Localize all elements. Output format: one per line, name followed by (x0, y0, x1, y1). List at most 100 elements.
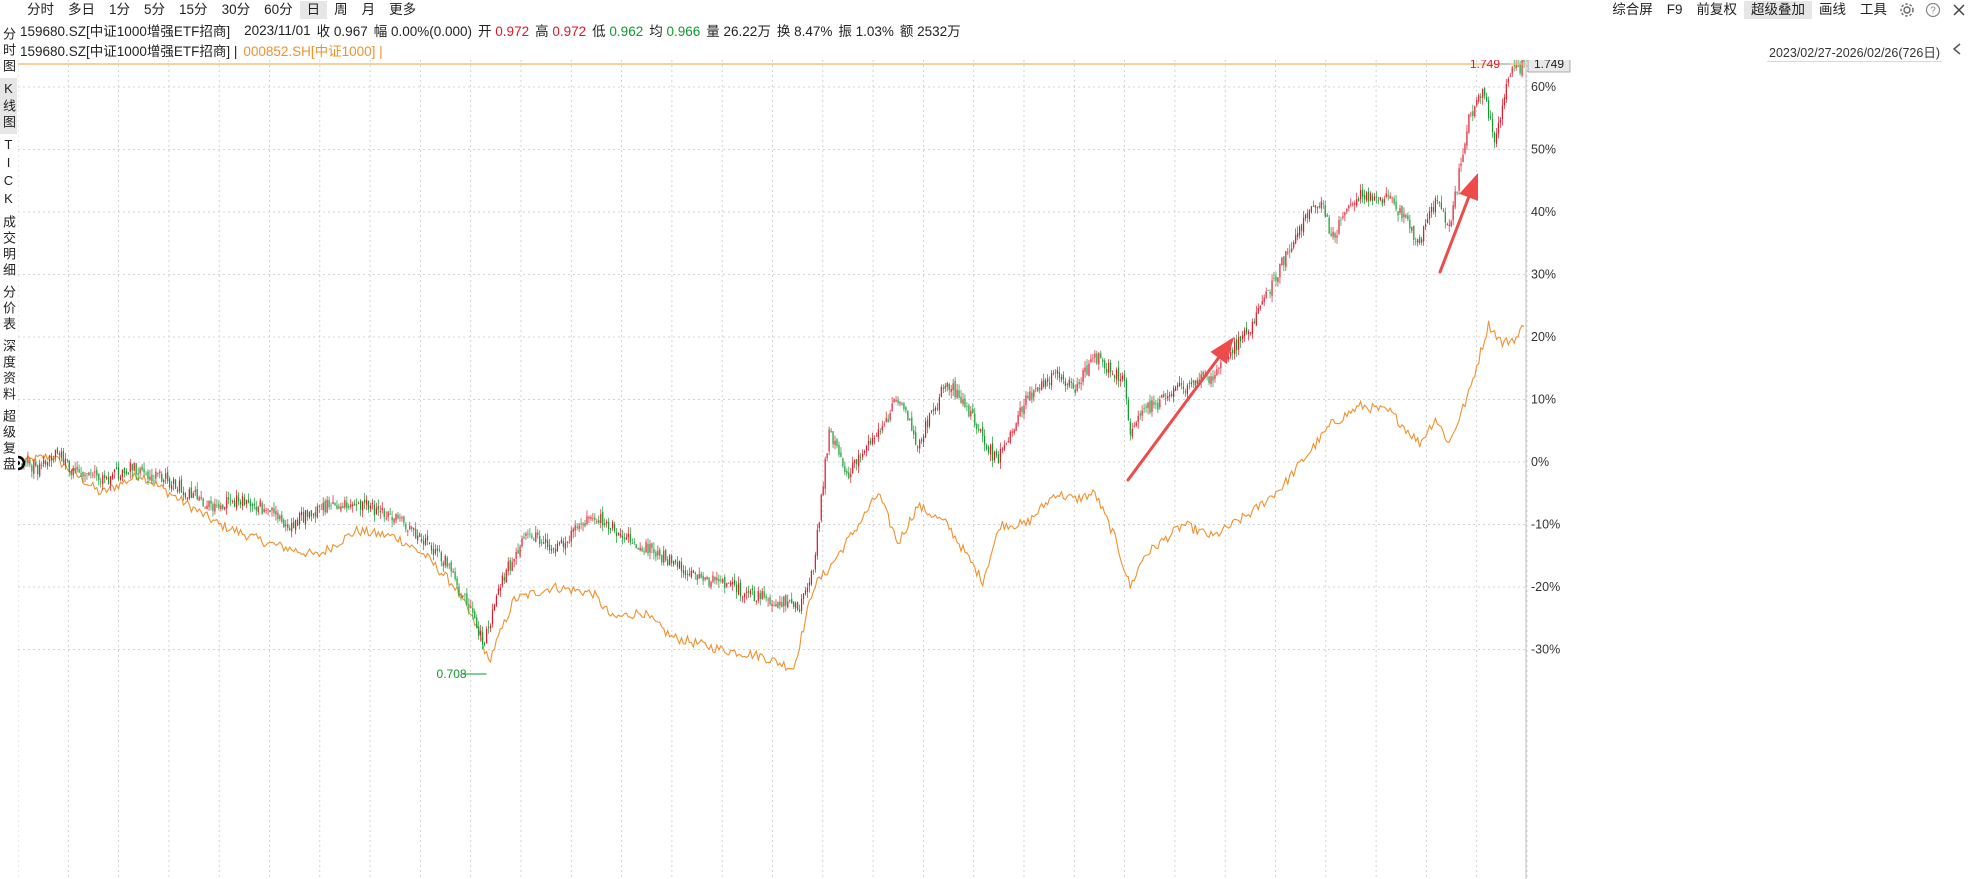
candle-body (1062, 374, 1064, 380)
tool-button[interactable]: F9 (1666, 2, 1683, 17)
candle-body (1009, 431, 1011, 443)
tool-button[interactable]: 画线 (1819, 2, 1846, 17)
candle-body (808, 582, 811, 586)
candle-body (350, 504, 352, 507)
period-tab[interactable]: 日 (299, 1, 328, 19)
candle-body (673, 560, 675, 565)
close-icon[interactable] (1951, 2, 1967, 18)
candle-body (1041, 381, 1043, 390)
candle-body (1076, 383, 1078, 391)
candle-body (1208, 376, 1210, 383)
kline-chart[interactable]: 1.749 1.749 0.708 60% 50% 40% 30% 20% 10% 0% -10%… (18, 60, 1972, 879)
candle-body (997, 454, 1000, 463)
candle-body (1310, 206, 1313, 213)
index-series-legend[interactable]: 000852.SH[中证1000] | (243, 44, 383, 59)
candle-body (405, 524, 407, 530)
candle-body (456, 578, 458, 586)
period-tab[interactable]: 30分 (221, 2, 251, 17)
period-tab[interactable]: 周 (334, 2, 348, 17)
candle-body (452, 571, 454, 573)
candle-body (176, 489, 179, 492)
candle-body (466, 593, 468, 605)
candle-body (615, 532, 618, 537)
candle-body (1214, 374, 1216, 379)
candle-body (320, 508, 322, 510)
candle-body (247, 500, 249, 503)
left-tab[interactable]: 分时图 (1, 27, 16, 75)
period-tab[interactable]: 多日 (68, 2, 95, 17)
candle-body (590, 517, 592, 519)
candle-body (21, 463, 23, 466)
tool-button[interactable]: 前复权 (1696, 2, 1738, 17)
candle-body (617, 532, 620, 536)
candle-body (1293, 242, 1295, 248)
candle-body (64, 458, 66, 465)
candle-body (86, 473, 88, 474)
left-tab[interactable]: TICK (1, 137, 16, 209)
candle-body (1340, 219, 1342, 221)
candle-body (383, 509, 385, 517)
candle-body (100, 481, 102, 483)
candle-body (972, 408, 974, 414)
candle-body (688, 574, 690, 576)
candle-body (844, 465, 846, 473)
candle-body (1517, 65, 1519, 67)
candle-body (860, 456, 862, 458)
high-price-label: 1.749 (1470, 60, 1500, 71)
left-tab[interactable]: 成交明细 (1, 215, 16, 279)
candle-body (1247, 331, 1250, 335)
candle-body (1356, 199, 1358, 206)
candle-body (1241, 335, 1244, 339)
candle-body (332, 501, 334, 504)
candle-body (224, 506, 226, 510)
candle-body (440, 552, 442, 562)
candle-body (153, 480, 155, 482)
candle-body (1155, 403, 1157, 405)
candle-body (1507, 78, 1509, 83)
period-tab[interactable]: 月 (361, 2, 376, 17)
main-series-legend[interactable]: 159680.SZ[中证1000增强ETF招商] | (20, 44, 238, 59)
tool-button[interactable]: 综合屏 (1612, 2, 1653, 17)
candle-body (682, 570, 685, 573)
period-tab[interactable]: 15分 (179, 2, 208, 17)
candle-body (241, 496, 244, 507)
candle-body (1497, 122, 1500, 134)
candle-body (239, 501, 242, 505)
date-range-label[interactable]: 2023/02/27-2026/02/26(726日) (1767, 42, 1942, 62)
candle-body (1157, 402, 1159, 410)
tool-button[interactable]: 超级叠加 (1744, 1, 1812, 19)
candle-body (52, 456, 55, 457)
left-tab[interactable]: 分价表 (1, 285, 16, 333)
candle-body (198, 497, 200, 501)
candle-body (149, 476, 151, 480)
candle-body (980, 429, 982, 432)
period-tab[interactable]: 1分 (109, 2, 131, 17)
candle-body (739, 582, 742, 596)
left-tab[interactable]: 超级复盘 (1, 409, 16, 473)
candle-body (968, 405, 970, 417)
candle-body (956, 389, 958, 398)
candle-body (734, 580, 736, 585)
period-tab[interactable]: 60分 (264, 2, 293, 17)
candle-body (991, 443, 994, 461)
period-tab[interactable]: 更多 (389, 2, 417, 17)
candle-body (1108, 362, 1110, 374)
candle-body (869, 440, 872, 444)
candle-body (934, 407, 937, 411)
collapse-arrow-icon[interactable] (1950, 42, 1964, 56)
tool-button[interactable]: 工具 (1860, 2, 1887, 17)
period-tab[interactable]: 5分 (144, 2, 166, 17)
y-tick-label: 40% (1531, 205, 1556, 219)
candle-body (267, 508, 269, 510)
period-tab[interactable]: 分时 (27, 2, 54, 17)
help-icon[interactable]: ? (1925, 2, 1941, 18)
candle-body (883, 423, 885, 425)
candle-body (1086, 365, 1088, 375)
gear-icon[interactable] (1899, 2, 1915, 18)
left-tab[interactable]: 深度资料 (1, 339, 16, 403)
low-label: 低 0.962 (592, 24, 644, 39)
candle-body (663, 550, 665, 563)
candle-body (255, 506, 257, 511)
left-tab[interactable]: K线图 (0, 78, 17, 134)
